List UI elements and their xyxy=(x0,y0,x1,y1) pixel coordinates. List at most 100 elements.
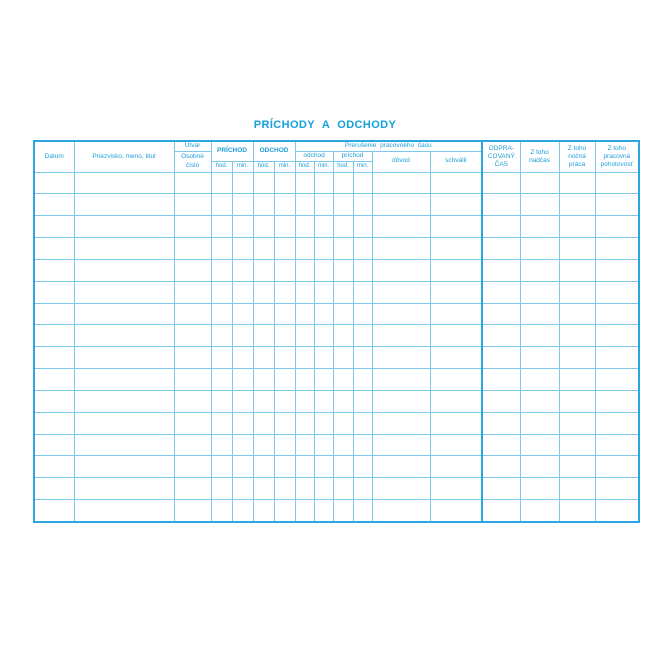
empty-cell xyxy=(519,389,560,413)
table-header: Dátum Priezvisko, meno, titul Útvar PRÍC… xyxy=(33,140,640,173)
empty-cell xyxy=(332,411,354,435)
empty-cell xyxy=(429,193,483,217)
empty-cell xyxy=(594,237,640,260)
empty-cell xyxy=(594,368,640,391)
empty-cell xyxy=(558,193,596,217)
empty-cell xyxy=(231,171,254,195)
empty-cell xyxy=(313,455,334,479)
label-line: ODPRA- xyxy=(488,144,514,152)
empty-cell xyxy=(210,193,233,217)
empty-cell xyxy=(558,499,596,522)
empty-cell xyxy=(273,302,296,326)
label-line: Z toho xyxy=(530,148,549,156)
col-header-prerusenie-odchod: odchod xyxy=(294,150,334,162)
empty-cell xyxy=(481,389,521,413)
empty-cell xyxy=(594,258,640,282)
empty-cell xyxy=(352,280,373,304)
empty-cell xyxy=(352,171,373,195)
empty-cell xyxy=(273,324,296,348)
empty-cell xyxy=(252,346,275,370)
empty-cell xyxy=(429,237,483,260)
form-title: PRÍCHODY A ODCHODY xyxy=(253,119,397,131)
empty-cell xyxy=(273,215,296,239)
empty-cell xyxy=(558,411,596,435)
empty-cell xyxy=(231,215,254,239)
empty-cell xyxy=(73,455,175,479)
empty-cell xyxy=(252,324,275,348)
empty-cell xyxy=(294,324,315,348)
empty-cell xyxy=(73,411,175,435)
col-header-z-toho-nocna-praca: Z toho nočná práca xyxy=(558,140,596,173)
empty-cell xyxy=(429,346,483,370)
table-row xyxy=(33,433,640,457)
col-header-priezvisko-meno-titul: Priezvisko, meno, titul xyxy=(73,140,175,173)
empty-cell xyxy=(313,280,334,304)
empty-cell xyxy=(558,171,596,195)
table-row xyxy=(33,302,640,326)
empty-cell xyxy=(558,433,596,457)
empty-cell xyxy=(33,411,75,435)
empty-cell xyxy=(210,477,233,501)
empty-cell xyxy=(294,302,315,326)
empty-cell xyxy=(231,455,254,479)
empty-cell xyxy=(481,280,521,304)
empty-cell xyxy=(481,215,521,239)
empty-cell xyxy=(294,499,315,522)
empty-cell xyxy=(73,258,175,282)
empty-cell xyxy=(429,302,483,326)
empty-cell xyxy=(173,237,212,260)
empty-cell xyxy=(332,171,354,195)
empty-cell xyxy=(294,280,315,304)
empty-cell xyxy=(33,237,75,260)
empty-cell xyxy=(558,237,596,260)
empty-cell xyxy=(252,368,275,391)
empty-cell xyxy=(352,215,373,239)
empty-cell xyxy=(429,389,483,413)
empty-cell xyxy=(173,302,212,326)
empty-cell xyxy=(73,346,175,370)
empty-cell xyxy=(558,302,596,326)
empty-cell xyxy=(252,455,275,479)
empty-cell xyxy=(332,258,354,282)
col-header-min: min. xyxy=(273,160,296,173)
empty-cell xyxy=(313,258,334,282)
empty-cell xyxy=(558,389,596,413)
empty-cell xyxy=(313,324,334,348)
empty-cell xyxy=(173,346,212,370)
empty-cell xyxy=(252,280,275,304)
empty-cell xyxy=(481,455,521,479)
empty-cell xyxy=(332,302,354,326)
empty-cell xyxy=(558,280,596,304)
empty-cell xyxy=(273,455,296,479)
empty-cell xyxy=(332,499,354,522)
empty-cell xyxy=(594,433,640,457)
empty-cell xyxy=(481,499,521,522)
empty-cell xyxy=(231,368,254,391)
empty-cell xyxy=(352,411,373,435)
empty-cell xyxy=(481,324,521,348)
empty-cell xyxy=(429,215,483,239)
empty-cell xyxy=(173,455,212,479)
empty-cell xyxy=(313,302,334,326)
empty-cell xyxy=(371,258,431,282)
empty-cell xyxy=(332,237,354,260)
label-line: nadčas xyxy=(529,156,551,164)
empty-cell xyxy=(73,171,175,195)
empty-cell xyxy=(371,455,431,479)
empty-cell xyxy=(173,258,212,282)
empty-cell xyxy=(231,411,254,435)
empty-cell xyxy=(210,455,233,479)
col-header-min: min. xyxy=(352,160,373,173)
empty-cell xyxy=(481,171,521,195)
col-header-hod: hod. xyxy=(210,160,233,173)
empty-cell xyxy=(273,237,296,260)
empty-cell xyxy=(273,258,296,282)
table-row xyxy=(33,193,640,217)
empty-cell xyxy=(231,193,254,217)
col-header-z-toho-pracovna-pohotovost: Z toho pracovná pohotovosť xyxy=(594,140,640,173)
col-header-dovod: dôvod xyxy=(371,150,431,173)
empty-cell xyxy=(273,433,296,457)
empty-cell xyxy=(210,499,233,522)
empty-cell xyxy=(429,171,483,195)
empty-cell xyxy=(210,171,233,195)
